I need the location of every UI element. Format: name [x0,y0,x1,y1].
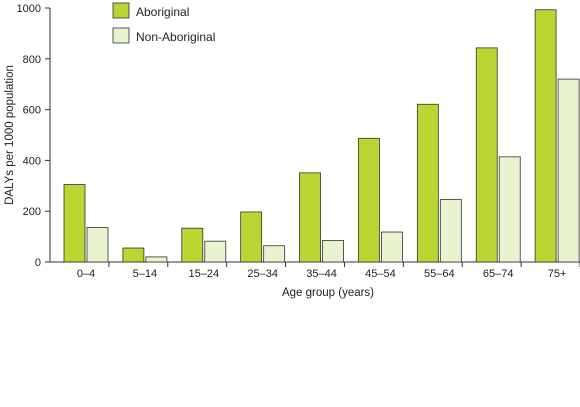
y-axis: 0 200 400 600 800 1000 [17,3,51,269]
x-tick-label: 0–4 [77,268,95,280]
x-axis-title: Age group (years) [282,287,374,299]
bar-aboriginal-0 [63,184,86,263]
bar-non-aboriginal-5 [381,231,403,263]
y-tick-label: 200 [23,206,41,218]
legend: Aboriginal Non-Aboriginal [112,2,215,44]
legend-swatch-aboriginal [112,2,130,19]
y-axis-title: DALYs per 1000 population [4,65,16,205]
x-tick-label: 45–54 [365,268,396,280]
x-axis: 0–4 5–14 15–24 25–34 35–44 45–54 55–64 65–74 75+ [50,261,580,280]
x-tick-label: 25–34 [247,268,278,280]
bar-non-aboriginal-6 [439,199,462,263]
y-tick-label: 0 [35,257,41,269]
legend-swatch-non-aboriginal [112,27,130,44]
legend-label-non-aboriginal: Non-Aboriginal [136,30,215,44]
bar-aboriginal-8 [534,9,557,263]
bar-aboriginal-7 [475,47,498,263]
bar-aboriginal-1 [122,247,145,263]
bar-aboriginal-2 [181,227,204,263]
x-tick-label: 15–24 [188,268,219,280]
legend-label-aboriginal: Aboriginal [136,5,189,19]
y-tick-label: 600 [23,105,41,117]
x-tick-label: 35–44 [306,268,337,280]
bar-aboriginal-3 [240,211,263,263]
bar-non-aboriginal-3 [263,245,286,263]
x-tick-label: 75+ [548,268,567,280]
bar-non-aboriginal-4 [322,240,344,263]
bar-non-aboriginal-0 [86,227,109,263]
bar-aboriginal-5 [358,137,380,263]
y-tick-label: 800 [23,54,41,66]
bar-non-aboriginal-1 [145,256,168,263]
bars [63,9,580,263]
x-tick-label: 55–64 [424,268,455,280]
bar-non-aboriginal-7 [498,156,521,263]
bar-aboriginal-6 [416,103,439,263]
bar-non-aboriginal-2 [204,240,227,263]
x-tick-label: 65–74 [483,268,514,280]
x-tick-label: 5–14 [133,268,157,280]
bar-non-aboriginal-8 [557,78,580,263]
bar-aboriginal-4 [299,172,321,263]
y-tick-label: 400 [23,155,41,167]
y-tick-label: 1000 [17,3,41,15]
